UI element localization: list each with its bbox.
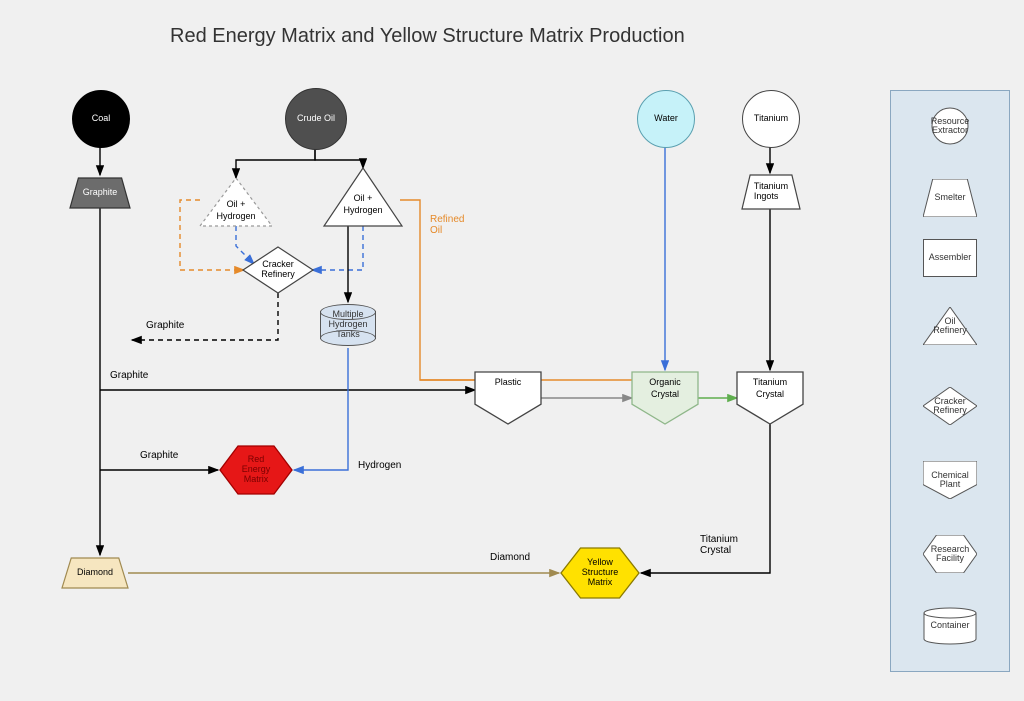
legend-trapezoid: Smelter	[891, 179, 1009, 217]
legend-rect: Assembler	[891, 239, 1009, 277]
legend-hexagon: ResearchFacility	[891, 535, 1009, 573]
plant-plastic: Plastic	[475, 372, 541, 424]
edge-label: TitaniumCrystal	[700, 534, 738, 556]
edge	[312, 226, 363, 270]
refinery-oil_hy1: Oil +Hydrogen	[200, 178, 272, 226]
refinery-oil_hy2: Oil +Hydrogen	[324, 168, 402, 226]
cracker-refinery: CrackerRefinery	[243, 247, 313, 293]
legend-triangle: OilRefinery	[891, 307, 1009, 345]
resource-coal: Coal	[72, 90, 130, 148]
plant-ti_crys: TitaniumCrystal	[737, 372, 803, 424]
facility-red: RedEnergyMatrix	[220, 446, 292, 494]
edge-label: Graphite	[140, 450, 179, 461]
legend-circle: ResourceExtractor	[891, 107, 1009, 145]
edge-label: RefinedOil	[430, 214, 464, 236]
resource-crude: Crude Oil	[285, 88, 347, 150]
edge-label: Diamond	[490, 552, 530, 563]
edge-label: Graphite	[146, 320, 185, 331]
edge	[132, 293, 278, 340]
edge	[400, 200, 492, 380]
resource-water: Water	[637, 90, 695, 148]
legend-cylinder: Container	[891, 607, 1009, 645]
smelter-diamond: Diamond	[62, 558, 128, 588]
legend-diamond: CrackerRefinery	[891, 387, 1009, 425]
plant-organic: OrganicCrystal	[632, 372, 698, 424]
edge	[294, 348, 348, 470]
edge	[236, 148, 315, 178]
smelter-graphite: Graphite	[70, 178, 130, 208]
legend-pentagon: ChemicalPlant	[891, 461, 1009, 499]
hydrogen-tanks: MultipleHydrogenTanks	[320, 304, 376, 346]
edge-label: Hydrogen	[358, 460, 401, 471]
edge-label: Graphite	[110, 370, 149, 381]
edges-layer: Graphite Graphite Graphite Hydrogen RefinedO…	[0, 0, 1024, 701]
resource-titanium: Titanium	[742, 90, 800, 148]
legend-panel: ResourceExtractor Smelter Assembler OilRefi…	[890, 90, 1010, 672]
facility-yellow: YellowStructureMatrix	[561, 548, 639, 598]
edge	[315, 148, 363, 168]
smelter-ti_ingot: TitaniumIngots	[742, 175, 800, 209]
diagram-canvas: Red Energy Matrix and Yellow Structure M…	[0, 0, 1024, 701]
